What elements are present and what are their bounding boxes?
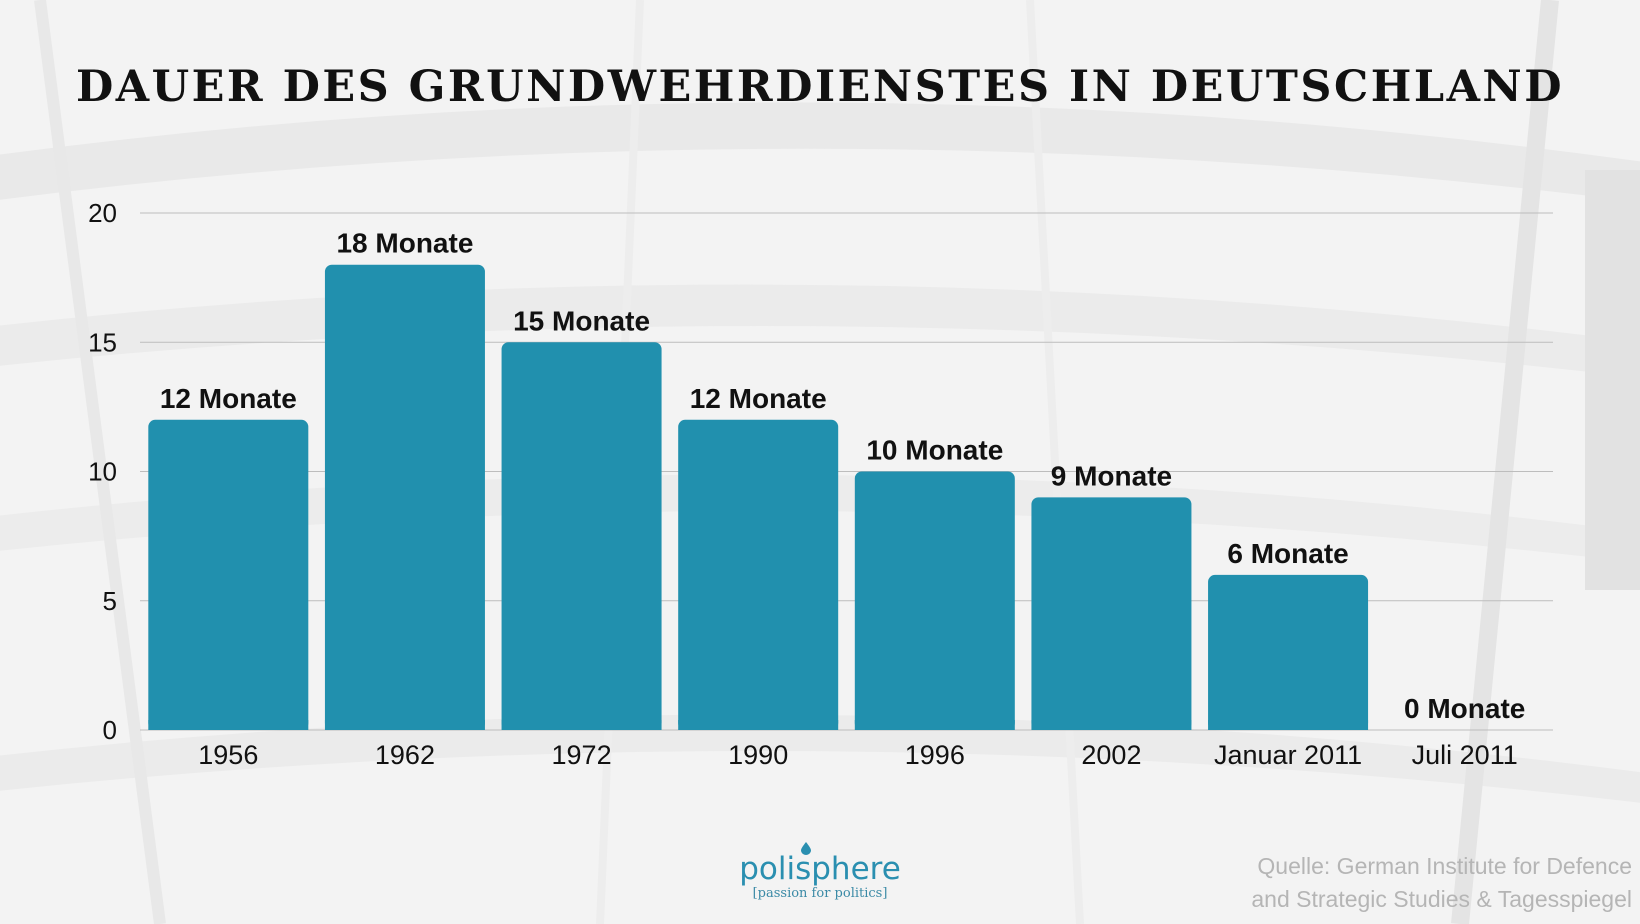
- y-tick-label: 10: [88, 457, 117, 487]
- x-tick-label: 1962: [375, 740, 435, 770]
- bar: [324, 264, 485, 730]
- x-tick-label: 1990: [728, 740, 788, 770]
- data-label: 18 Monate: [336, 228, 473, 259]
- bar: [501, 342, 662, 730]
- data-label: 12 Monate: [160, 383, 297, 414]
- x-tick-label: Januar 2011: [1214, 740, 1362, 770]
- y-tick-label: 0: [103, 715, 117, 745]
- source-line-1: Quelle: German Institute for Defence: [1257, 853, 1632, 879]
- data-label: 6 Monate: [1227, 538, 1348, 569]
- x-tick-label: 1972: [552, 740, 612, 770]
- bar-base: [678, 720, 839, 730]
- bar: [678, 419, 839, 730]
- x-tick-label: 1996: [905, 740, 965, 770]
- y-tick-label: 20: [88, 198, 117, 228]
- bar-base: [1208, 720, 1369, 730]
- source-note: Quelle: German Institute for Defence and…: [1251, 850, 1632, 916]
- bar: [1208, 574, 1369, 730]
- data-label: 9 Monate: [1051, 460, 1172, 491]
- droplet-icon: [801, 842, 811, 855]
- x-tick-label: Juli 2011: [1412, 740, 1518, 770]
- bar-base: [324, 720, 485, 730]
- bar: [854, 471, 1015, 730]
- logo-wordmark: polisphere: [700, 842, 940, 887]
- bar: [148, 419, 309, 730]
- bar-base: [148, 720, 309, 730]
- source-line-2: and Strategic Studies & Tagesspiegel: [1251, 886, 1632, 912]
- x-tick-label: 1956: [198, 740, 258, 770]
- polisphere-logo: polisphere [passion for politics]: [700, 842, 940, 901]
- bar-base: [501, 720, 662, 730]
- data-label: 15 Monate: [513, 305, 650, 336]
- bar-base: [1031, 720, 1192, 730]
- y-tick-label: 15: [88, 327, 117, 357]
- bar: [1031, 497, 1192, 730]
- chart-title: DAUER DES GRUNDWEHRDIENSTES IN DEUTSCHLA…: [75, 62, 1565, 112]
- x-tick-label: 2002: [1081, 740, 1141, 770]
- y-tick-label: 5: [103, 586, 117, 616]
- logo-name: polisphere: [739, 851, 901, 887]
- data-label: 10 Monate: [866, 435, 1003, 466]
- data-label: 0 Monate: [1404, 693, 1525, 724]
- bar-base: [854, 720, 1015, 730]
- logo-tagline: [passion for politics]: [752, 886, 888, 901]
- data-label: 12 Monate: [690, 383, 827, 414]
